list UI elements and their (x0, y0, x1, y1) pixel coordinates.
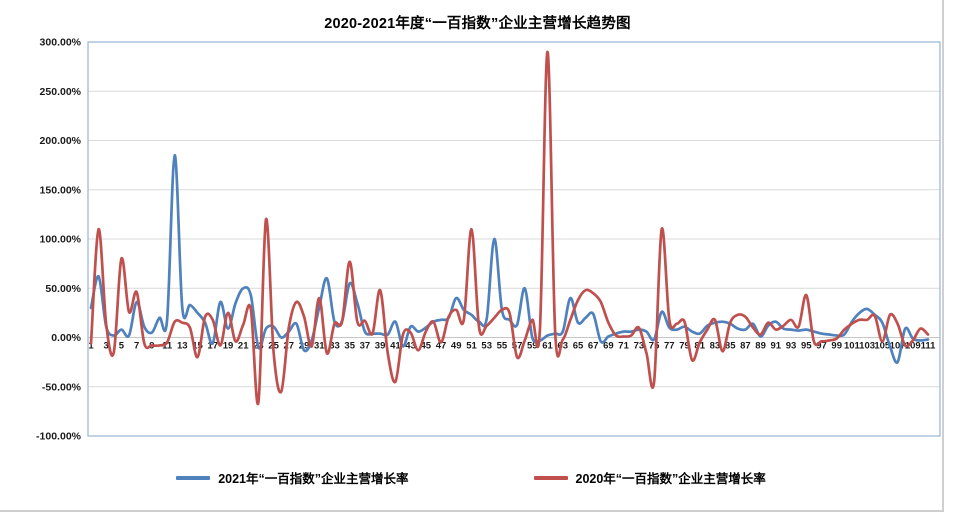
x-axis-tick-label: 11 (162, 341, 173, 352)
legend-swatch-2021-icon (176, 475, 211, 480)
x-axis-tick-label: 95 (801, 341, 812, 352)
x-axis-tick-label: 57 (512, 341, 523, 352)
x-axis-tick-label: 35 (344, 341, 355, 352)
x-axis-tick-label: 19 (223, 341, 234, 352)
legend-label-2020: 2020年“一百指数”企业主营增长率 (575, 472, 766, 486)
y-axis-tick-label: 50.00% (45, 283, 81, 295)
x-axis-tick-label: 53 (481, 341, 492, 352)
x-axis-tick-label: 45 (421, 341, 432, 352)
x-axis-tick-label: 103 (859, 341, 875, 352)
series-line-2020 (89, 50, 930, 406)
x-axis-tick-label: 81 (694, 341, 705, 352)
y-axis-tick-label: 250.00% (40, 86, 82, 98)
x-axis-tick-label: 55 (497, 341, 508, 352)
x-axis-tick-label: 109 (905, 341, 921, 352)
y-axis-tick-label: 300.00% (40, 37, 82, 49)
chart-frame: 2020-2021年度“一百指数”企业主营增长趋势图 300.00% 250.00… (0, 0, 944, 512)
x-axis-tick-label: 27 (284, 341, 295, 352)
x-axis-tick-label: 13 (177, 341, 188, 352)
x-axis-tick-label: 73 (634, 341, 645, 352)
legend-label-2021: 2021年“一百指数”企业主营增长率 (218, 472, 409, 486)
x-axis-tick-label: 17 (207, 341, 218, 352)
x-axis-tick-label: 79 (679, 341, 690, 352)
x-axis-tick-label: 89 (755, 341, 766, 352)
chart-title: 2020-2021年度“一百指数”企业主营增长趋势图 (324, 16, 631, 32)
x-axis-tick-label: 91 (771, 341, 782, 352)
x-axis-tick-label: 75 (649, 341, 660, 352)
x-axis-tick-label: 7 (134, 341, 139, 352)
y-axis-tick-label: 200.00% (40, 135, 82, 147)
x-axis-tick-label: 69 (603, 341, 614, 352)
x-axis-tick-label: 51 (466, 341, 477, 352)
y-axis-tick-label: 150.00% (40, 184, 82, 196)
x-axis-tick-label: 37 (360, 341, 371, 352)
x-axis-tick-label: 3 (104, 341, 109, 352)
x-axis-tick-label: 39 (375, 341, 386, 352)
x-axis-tick-label: 105 (874, 341, 891, 352)
legend: 2021年“一百指数”企业主营增长率 2020年“一百指数”企业主营增长率 (0, 468, 942, 487)
y-axis-tick-label: -50.00% (42, 381, 82, 393)
x-axis-tick-label: 31 (314, 341, 325, 352)
x-axis-tick-label: 21 (238, 341, 249, 352)
x-axis-tick-label: 63 (558, 341, 569, 352)
series-line-2021 (89, 153, 930, 364)
x-axis-tick-label: 33 (329, 341, 340, 352)
x-axis-tick-label: 59 (527, 341, 538, 352)
x-axis-tick-label: 111 (921, 341, 937, 352)
x-axis-tick-label: 15 (192, 341, 203, 352)
legend-item-2020: 2020年“一百指数”企业主营增长率 (533, 468, 766, 487)
plot-area: 300.00%250.00%200.00%150.00%100.00%50.00… (36, 37, 941, 443)
x-axis-tick-label: 1 (88, 341, 94, 352)
legend-item-2021: 2021年“一百指数”企业主营增长率 (176, 468, 409, 487)
y-axis-tick-label: 100.00% (40, 234, 82, 246)
x-axis-tick-label: 77 (664, 341, 675, 352)
x-axis-tick-label: 97 (816, 341, 827, 352)
x-axis-tick-label: 67 (588, 341, 599, 352)
plot-border (87, 41, 941, 437)
x-axis-tick-label: 43 (405, 341, 416, 352)
x-axis-tick-label: 41 (390, 341, 401, 352)
x-axis-tick-label: 101 (844, 341, 861, 352)
x-axis-tick-label: 71 (618, 341, 629, 352)
y-axis-tick-label: 0.00% (51, 332, 81, 344)
x-axis-tick-label: 65 (573, 341, 584, 352)
x-axis-tick-label: 5 (119, 341, 125, 352)
x-axis-tick-label: 87 (740, 341, 751, 352)
x-axis-tick-label: 85 (725, 341, 736, 352)
x-axis-tick-label: 107 (890, 341, 906, 352)
x-axis-tick-label: 83 (710, 341, 721, 352)
legend-swatch-2020-icon (533, 475, 568, 480)
x-axis-tick-label: 93 (786, 341, 797, 352)
x-axis-tick-label: 61 (542, 341, 553, 352)
x-axis-tick-label: 49 (451, 341, 462, 352)
x-axis-tick-label: 47 (436, 341, 447, 352)
x-axis-tick-label: 29 (299, 341, 310, 352)
y-axis-tick-label: -100.00% (36, 431, 82, 443)
x-axis-tick-label: 99 (831, 341, 842, 352)
